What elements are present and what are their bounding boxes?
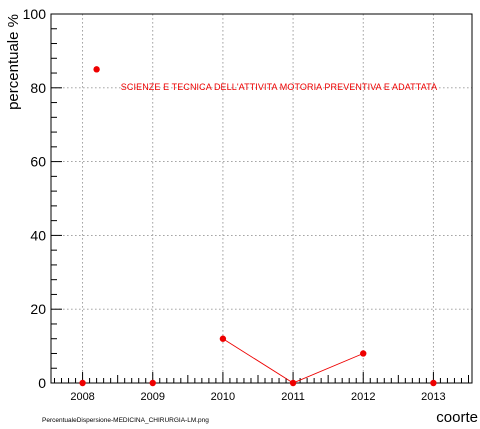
series-line-segment [222,338,294,384]
label-layer: 0 20 40 60 80 100 2008 2009 2010 2011 2012 2013 [23,6,446,403]
data-point [289,379,297,387]
y-tick-label: 40 [30,227,46,243]
plot-frame [50,13,473,384]
data-point [430,379,437,387]
data-point [219,335,227,342]
y-tick-label: 0 [38,375,46,391]
series-line-segment [292,353,364,384]
data-point [149,379,156,387]
x-tick-label: 2008 [70,391,94,403]
series-layer [79,66,437,387]
x-tick-label: 2013 [421,391,445,403]
x-tick-label: 2009 [140,391,164,403]
file-caption: PercentualeDispersione-MEDICINA_CHIRURGI… [42,417,209,424]
y-axis-label: percentuale % [5,14,22,110]
x-tick-label: 2010 [211,391,235,403]
x-axis-label: coorte [436,409,478,424]
tick-layer [51,13,469,384]
data-point [79,379,86,387]
series-label: SCIENZE E TECNICA DELL'ATTIVITA MOTORIA … [121,82,437,92]
y-tick-label: 100 [23,6,47,22]
x-tick-label: 2011 [281,391,305,403]
x-tick-label: 2012 [351,391,375,403]
data-point [93,66,100,73]
y-tick-label: 20 [30,301,46,317]
grid-layer [51,13,472,384]
y-tick-label: 80 [30,80,46,96]
plot-frame-layer [50,13,473,384]
y-tick-label: 60 [30,154,46,170]
data-point [360,350,367,357]
